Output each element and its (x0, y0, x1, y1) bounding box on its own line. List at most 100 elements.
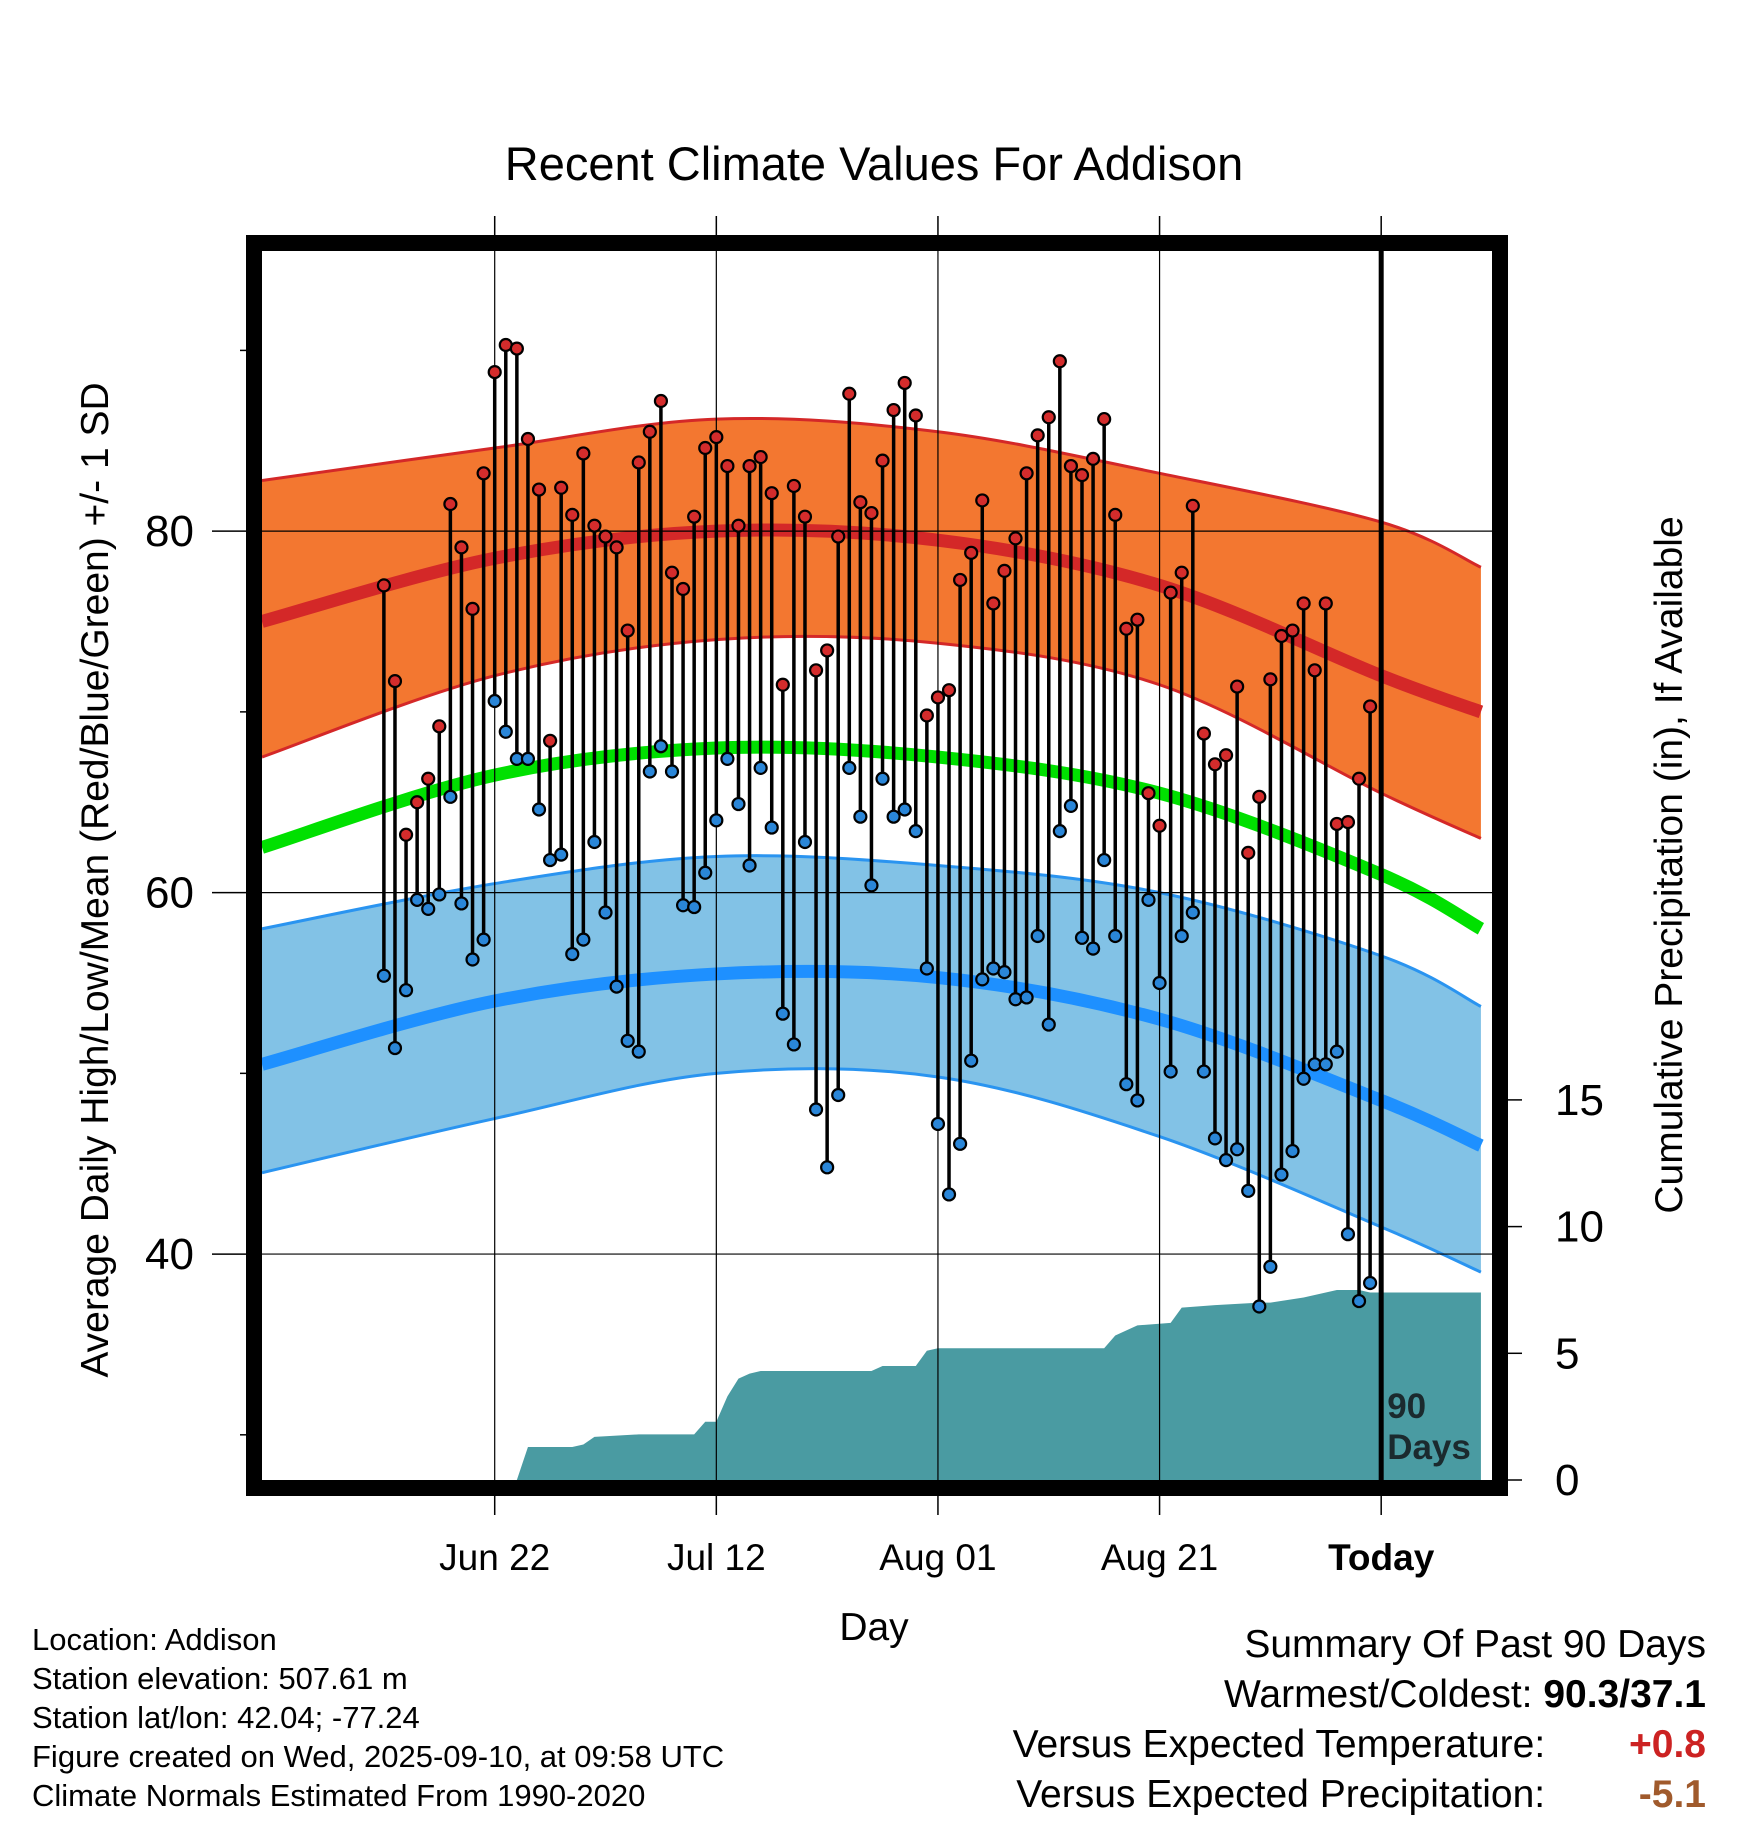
daily-low-point (897, 802, 912, 817)
location-text: Location: Addison (32, 1622, 277, 1657)
summary-temp: Versus Expected Temperature: +0.8 (1013, 1720, 1706, 1770)
daily-high-point (1074, 468, 1090, 483)
daily-high-point (587, 518, 602, 533)
daily-low-point (410, 892, 425, 907)
daily-low-point (820, 1160, 835, 1175)
daily-high-point (1340, 815, 1356, 830)
daily-high-point (465, 601, 480, 616)
y-tick-label: 40 (145, 1230, 194, 1279)
daily-high-point (1030, 428, 1045, 443)
daily-low-point (720, 751, 735, 766)
warmest-coldest-value: 90.3/37.1 (1543, 1673, 1706, 1716)
daily-low-point (842, 760, 857, 776)
daily-low-point (808, 1102, 824, 1117)
daily-high-point (1130, 612, 1145, 627)
precipitation-area (383, 1289, 1481, 1480)
daily-low-point (930, 1116, 946, 1132)
elevation-text: Station elevation: 507.61 m (32, 1661, 408, 1696)
daily-low-point (709, 813, 724, 828)
daily-high-point (797, 509, 813, 524)
daily-low-point (1318, 1057, 1333, 1072)
daily-low-point (997, 965, 1012, 980)
x-tick-label: Jul 12 (667, 1537, 766, 1578)
daily-high-point (1119, 621, 1134, 636)
daily-low-point (454, 896, 469, 911)
daily-high-point (709, 430, 724, 445)
daily-low-point (1218, 1152, 1234, 1168)
daily-high-point (764, 486, 779, 501)
daily-high-point (698, 440, 713, 456)
daily-high-point (964, 545, 979, 560)
daily-high-point (775, 677, 790, 692)
daily-low-point (476, 932, 491, 947)
daily-high-point (531, 482, 547, 497)
daily-high-point (831, 529, 846, 544)
daily-low-point (620, 1033, 635, 1048)
daily-high-point (986, 596, 1001, 611)
daily-high-point (1052, 354, 1067, 369)
daily-high-point (687, 509, 702, 524)
daily-high-point (908, 408, 923, 423)
low-sd-band (262, 855, 1481, 1273)
daily-low-point (1263, 1259, 1278, 1274)
daily-low-point (797, 834, 813, 850)
window-label-days: Days (1387, 1428, 1471, 1467)
daily-high-point (1041, 410, 1056, 425)
daily-low-point (1296, 1071, 1311, 1086)
daily-high-point (975, 493, 990, 508)
y2-tick-label: 5 (1555, 1329, 1579, 1378)
daily-high-point (398, 827, 414, 842)
daily-high-point (554, 480, 569, 495)
daily-low-point (465, 952, 480, 967)
daily-high-point (1063, 458, 1079, 474)
daily-high-point (853, 495, 868, 510)
daily-low-point (698, 865, 713, 880)
daily-high-point (953, 572, 968, 588)
daily-low-point (609, 979, 624, 994)
daily-high-point (410, 795, 425, 810)
daily-low-point (919, 961, 934, 976)
normals-text: Climate Normals Estimated From 1990-2020 (32, 1778, 646, 1813)
station-metadata: Location: Addison Station elevation: 507… (32, 1620, 724, 1815)
summary-title: Summary Of Past 90 Days (1244, 1623, 1706, 1666)
x-tick-label: Today (1328, 1537, 1435, 1578)
daily-high-point (543, 733, 558, 748)
daily-high-point (487, 364, 502, 380)
daily-low-point (875, 771, 890, 786)
daily-low-point (742, 858, 757, 873)
daily-low-point (631, 1044, 646, 1059)
daily-low-point (1152, 975, 1167, 991)
daily-low-point (1074, 930, 1090, 945)
daily-high-point (1108, 507, 1123, 522)
daily-high-point (1263, 672, 1278, 687)
daily-high-point (941, 683, 957, 698)
daily-low-point (886, 809, 901, 824)
daily-high-point (653, 393, 669, 409)
daily-high-point (664, 565, 680, 580)
daily-low-point (786, 1037, 801, 1052)
daily-low-point (443, 789, 458, 804)
daily-low-point (543, 852, 558, 868)
daily-low-point (1230, 1142, 1245, 1157)
daily-low-point (565, 946, 580, 962)
daily-low-point (432, 887, 447, 902)
daily-high-point (576, 446, 591, 461)
daily-low-point (376, 968, 391, 983)
daily-low-point (1041, 1017, 1056, 1032)
daily-low-point (1052, 824, 1067, 839)
daily-low-point (753, 760, 768, 776)
daily-low-point (1119, 1077, 1134, 1092)
daily-high-point (476, 466, 491, 481)
precip-label: Versus Expected Precipitation: (1016, 1773, 1546, 1816)
daily-low-point (831, 1087, 846, 1103)
daily-high-point (1351, 771, 1367, 786)
daily-low-point (675, 898, 691, 913)
daily-high-point (454, 540, 469, 555)
daily-high-point (1097, 411, 1112, 427)
daily-high-point (620, 623, 635, 638)
daily-low-point (964, 1053, 979, 1068)
daily-high-point (1152, 818, 1167, 833)
daily-low-point (498, 724, 513, 739)
normal-high-line (262, 523, 1484, 718)
daily-high-point (742, 458, 757, 474)
